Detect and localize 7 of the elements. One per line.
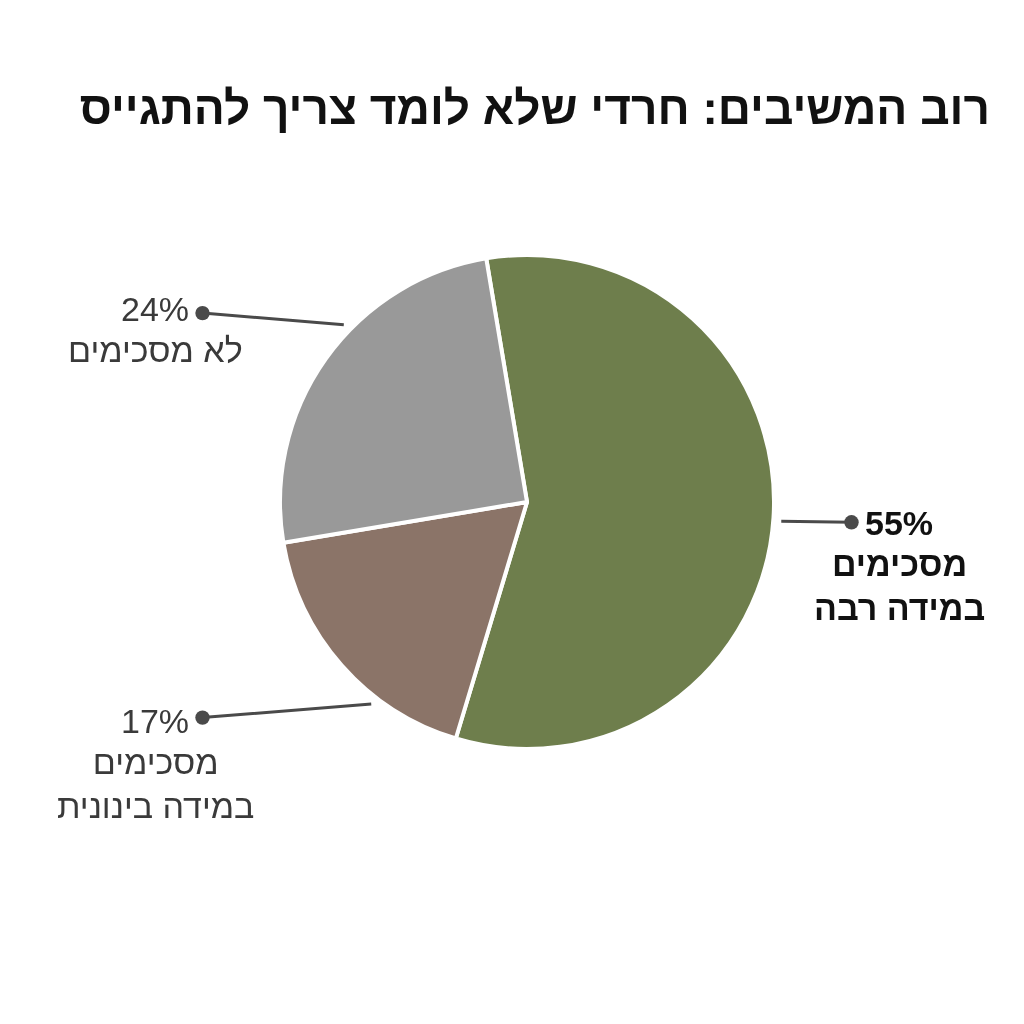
slice-label: מסכימים במידה בינונית [57,743,255,826]
chart-title: רוב המשיבים: חרדי שלא לומד צריך להתגייס [79,82,990,135]
data-label: 24% [121,290,190,328]
data-label: 17% [121,702,190,740]
data-label: 55% [865,504,934,542]
slice-label: מסכימים במידה רבה [814,545,986,628]
slice-label: לא מסכימים [68,331,243,369]
